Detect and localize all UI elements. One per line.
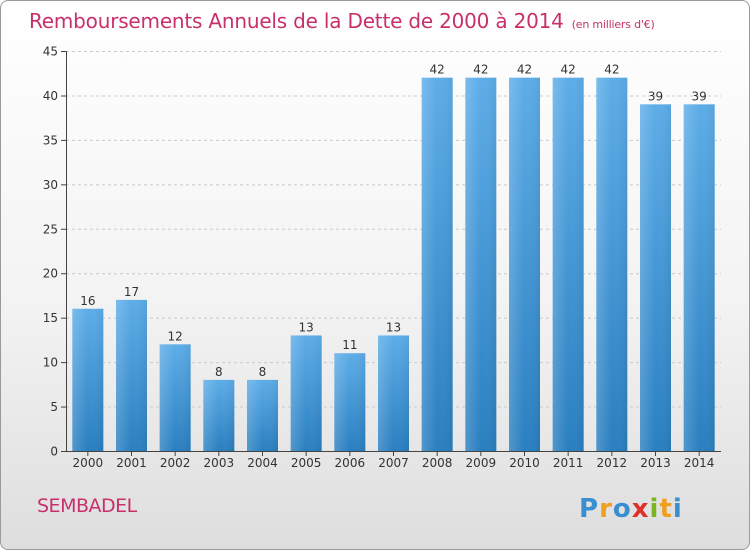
y-tick-label: 25 [43, 222, 58, 236]
y-tick-label: 0 [50, 445, 58, 459]
bar-shading [640, 104, 671, 451]
y-tick-label: 15 [43, 311, 58, 325]
y-tick-label: 45 [43, 45, 58, 59]
x-tick-label: 2007 [378, 456, 409, 470]
bar-shading [552, 77, 584, 452]
bar-shading [72, 308, 104, 451]
axes [61, 51, 721, 456]
bar-shading [421, 77, 453, 452]
data-label: 13 [386, 320, 401, 334]
x-tick-label: 2012 [597, 456, 628, 470]
proxiti-logo: Proxiti [579, 494, 683, 524]
x-tick-label: 2004 [247, 456, 278, 470]
y-tick-label: 20 [43, 267, 58, 281]
title-text: Remboursements Annuels de la Dette de 20… [29, 9, 564, 33]
bar-shading [203, 379, 235, 451]
bar-shading [116, 299, 147, 451]
bar-shading [247, 379, 278, 451]
x-tick-label: 2003 [204, 456, 235, 470]
data-label: 17 [124, 285, 139, 299]
data-label: 39 [648, 89, 663, 103]
x-tick-label: 2010 [509, 456, 540, 470]
x-tick-label: 2013 [640, 456, 671, 470]
x-tick-label: 2006 [335, 456, 366, 470]
svg-text:Proxiti: Proxiti [579, 494, 683, 524]
bar-shading [290, 335, 322, 451]
data-label: 39 [692, 89, 707, 103]
bar-shading [334, 353, 366, 451]
x-tick-label: 2002 [160, 456, 191, 470]
data-label: 12 [168, 329, 183, 343]
y-tick-label: 35 [43, 133, 58, 147]
data-label: 42 [561, 63, 576, 77]
x-tick-label: 2000 [73, 456, 104, 470]
y-tick-label: 5 [50, 400, 58, 414]
bar-shading [509, 77, 540, 452]
commune-name: SEMBADEL [37, 495, 137, 517]
data-label: 8 [259, 365, 267, 379]
data-label: 42 [473, 63, 488, 77]
bar-shading [683, 104, 715, 451]
data-label: 13 [299, 320, 314, 334]
y-tick-label: 30 [43, 178, 58, 192]
labels: 0 5 10 15 20 25 30 35 40 45 16 2000 17 2001 12 2002 8 200… [43, 45, 715, 471]
data-label: 11 [342, 338, 357, 352]
data-label: 42 [430, 63, 445, 77]
bars [72, 77, 715, 452]
bar-shading [596, 77, 628, 452]
data-label: 42 [517, 63, 532, 77]
data-label: 42 [604, 63, 619, 77]
x-tick-label: 2009 [466, 456, 497, 470]
y-tick-label: 10 [43, 356, 58, 370]
title-unit: (en milliers d'€) [571, 18, 655, 31]
y-tick-label: 40 [43, 89, 58, 103]
chart-title: Remboursements Annuels de la Dette de 20… [29, 9, 655, 33]
x-tick-label: 2005 [291, 456, 322, 470]
x-tick-label: 2001 [116, 456, 147, 470]
data-label: 8 [215, 365, 223, 379]
x-tick-label: 2008 [422, 456, 453, 470]
data-label: 16 [80, 294, 95, 308]
x-tick-label: 2014 [684, 456, 715, 470]
bar-shading [465, 77, 497, 452]
bar-shading [159, 344, 191, 451]
x-tick-label: 2011 [553, 456, 584, 470]
bar-shading [378, 335, 409, 451]
